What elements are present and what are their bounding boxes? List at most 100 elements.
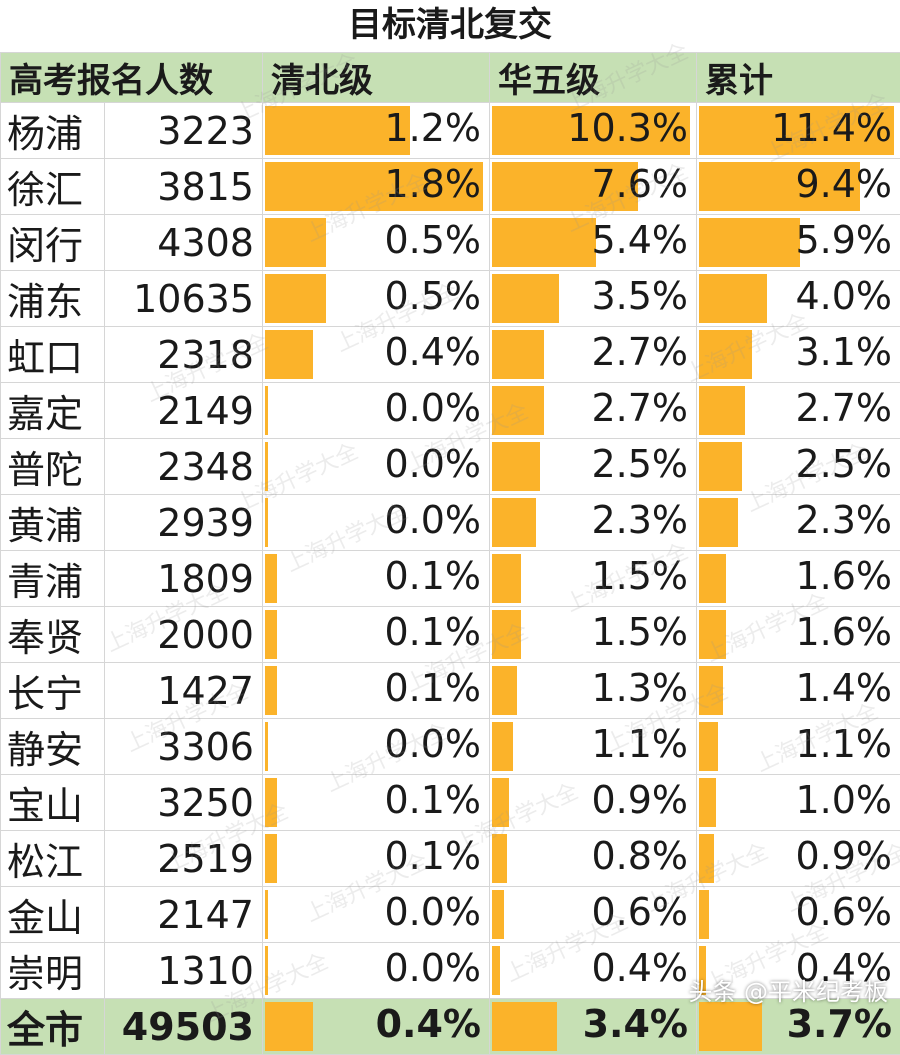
huawu-value: 3.4% bbox=[583, 999, 688, 1054]
total-value: 1.6% bbox=[795, 551, 892, 606]
total-value: 4.0% bbox=[795, 271, 892, 326]
huawu-cell: 1.1% bbox=[490, 719, 697, 775]
huawu-cell: 0.4% bbox=[490, 943, 697, 999]
total-cell: 0.6% bbox=[697, 887, 900, 943]
huawu-value: 2.3% bbox=[591, 495, 688, 550]
qingbei-value: 0.0% bbox=[384, 943, 481, 998]
total-cell: 3.1% bbox=[697, 327, 900, 383]
total-cell: 1.6% bbox=[697, 551, 900, 607]
qingbei-cell: 0.1% bbox=[263, 775, 490, 831]
huawu-cell: 5.4% bbox=[490, 215, 697, 271]
count-cell: 2348 bbox=[105, 439, 263, 495]
count-cell: 10635 bbox=[105, 271, 263, 327]
total-cell: 5.9% bbox=[697, 215, 900, 271]
total-value: 2.5% bbox=[795, 439, 892, 494]
total-bar bbox=[699, 330, 752, 379]
qingbei-value: 0.1% bbox=[384, 663, 481, 718]
qingbei-cell: 0.5% bbox=[263, 271, 490, 327]
huawu-bar bbox=[492, 386, 544, 435]
count-cell: 2939 bbox=[105, 495, 263, 551]
total-bar bbox=[699, 1002, 762, 1051]
qingbei-cell: 0.0% bbox=[263, 439, 490, 495]
qingbei-cell: 0.0% bbox=[263, 943, 490, 999]
huawu-bar bbox=[492, 330, 544, 379]
qingbei-bar bbox=[265, 890, 268, 939]
huawu-value: 10.3% bbox=[567, 103, 688, 158]
huawu-bar bbox=[492, 834, 507, 883]
huawu-bar bbox=[492, 274, 559, 323]
total-value: 2.3% bbox=[795, 495, 892, 550]
count-cell: 2000 bbox=[105, 607, 263, 663]
qingbei-bar bbox=[265, 386, 268, 435]
table-title: 目标清北复交 bbox=[0, 0, 900, 52]
huawu-value: 7.6% bbox=[591, 159, 688, 214]
total-value: 3.1% bbox=[795, 327, 892, 382]
qingbei-value: 0.0% bbox=[384, 383, 481, 438]
header-count: 高考报名人数 bbox=[1, 53, 263, 103]
district-cell: 杨浦 bbox=[1, 103, 105, 159]
district-cell: 嘉定 bbox=[1, 383, 105, 439]
qingbei-bar bbox=[265, 946, 268, 995]
huawu-cell: 1.5% bbox=[490, 607, 697, 663]
huawu-value: 2.7% bbox=[591, 383, 688, 438]
total-cell: 0.9% bbox=[697, 831, 900, 887]
qingbei-bar bbox=[265, 666, 277, 715]
huawu-value: 0.9% bbox=[591, 775, 688, 830]
total-cell: 1.1% bbox=[697, 719, 900, 775]
huawu-value: 0.6% bbox=[591, 887, 688, 942]
huawu-value: 1.5% bbox=[591, 551, 688, 606]
total-value: 9.4% bbox=[795, 159, 892, 214]
qingbei-cell: 0.4% bbox=[263, 327, 490, 383]
huawu-cell: 1.3% bbox=[490, 663, 697, 719]
huawu-cell: 2.3% bbox=[490, 495, 697, 551]
qingbei-bar bbox=[265, 778, 277, 827]
total-value: 0.6% bbox=[795, 887, 892, 942]
total-bar bbox=[699, 218, 800, 267]
district-cell: 松江 bbox=[1, 831, 105, 887]
qingbei-bar bbox=[265, 610, 277, 659]
huawu-bar bbox=[492, 722, 513, 771]
total-bar bbox=[699, 498, 738, 547]
qingbei-cell: 0.0% bbox=[263, 495, 490, 551]
total-bar bbox=[699, 610, 726, 659]
qingbei-value: 0.4% bbox=[376, 999, 481, 1054]
total-bar bbox=[699, 834, 714, 883]
huawu-cell: 0.8% bbox=[490, 831, 697, 887]
qingbei-value: 0.1% bbox=[384, 775, 481, 830]
qingbei-cell: 1.8% bbox=[263, 159, 490, 215]
huawu-value: 1.3% bbox=[591, 663, 688, 718]
huawu-bar bbox=[492, 610, 521, 659]
total-bar bbox=[699, 274, 767, 323]
qingbei-bar bbox=[265, 554, 277, 603]
huawu-bar bbox=[492, 946, 500, 995]
total-cell: 9.4% bbox=[697, 159, 900, 215]
huawu-value: 3.5% bbox=[591, 271, 688, 326]
total-cell: 4.0% bbox=[697, 271, 900, 327]
total-value: 3.7% bbox=[787, 999, 892, 1054]
district-cell: 崇明 bbox=[1, 943, 105, 999]
district-cell: 宝山 bbox=[1, 775, 105, 831]
huawu-value: 2.5% bbox=[591, 439, 688, 494]
huawu-cell: 2.7% bbox=[490, 327, 697, 383]
total-bar bbox=[699, 666, 723, 715]
huawu-bar bbox=[492, 666, 517, 715]
huawu-bar bbox=[492, 890, 504, 939]
district-cell: 闵行 bbox=[1, 215, 105, 271]
total-bar bbox=[699, 778, 716, 827]
header-qingbei: 清北级 bbox=[263, 53, 490, 103]
huawu-bar bbox=[492, 218, 596, 267]
huawu-cell: 0.9% bbox=[490, 775, 697, 831]
huawu-cell: 7.6% bbox=[490, 159, 697, 215]
qingbei-bar bbox=[265, 442, 268, 491]
district-cell: 黄浦 bbox=[1, 495, 105, 551]
total-cell: 11.4% bbox=[697, 103, 900, 159]
